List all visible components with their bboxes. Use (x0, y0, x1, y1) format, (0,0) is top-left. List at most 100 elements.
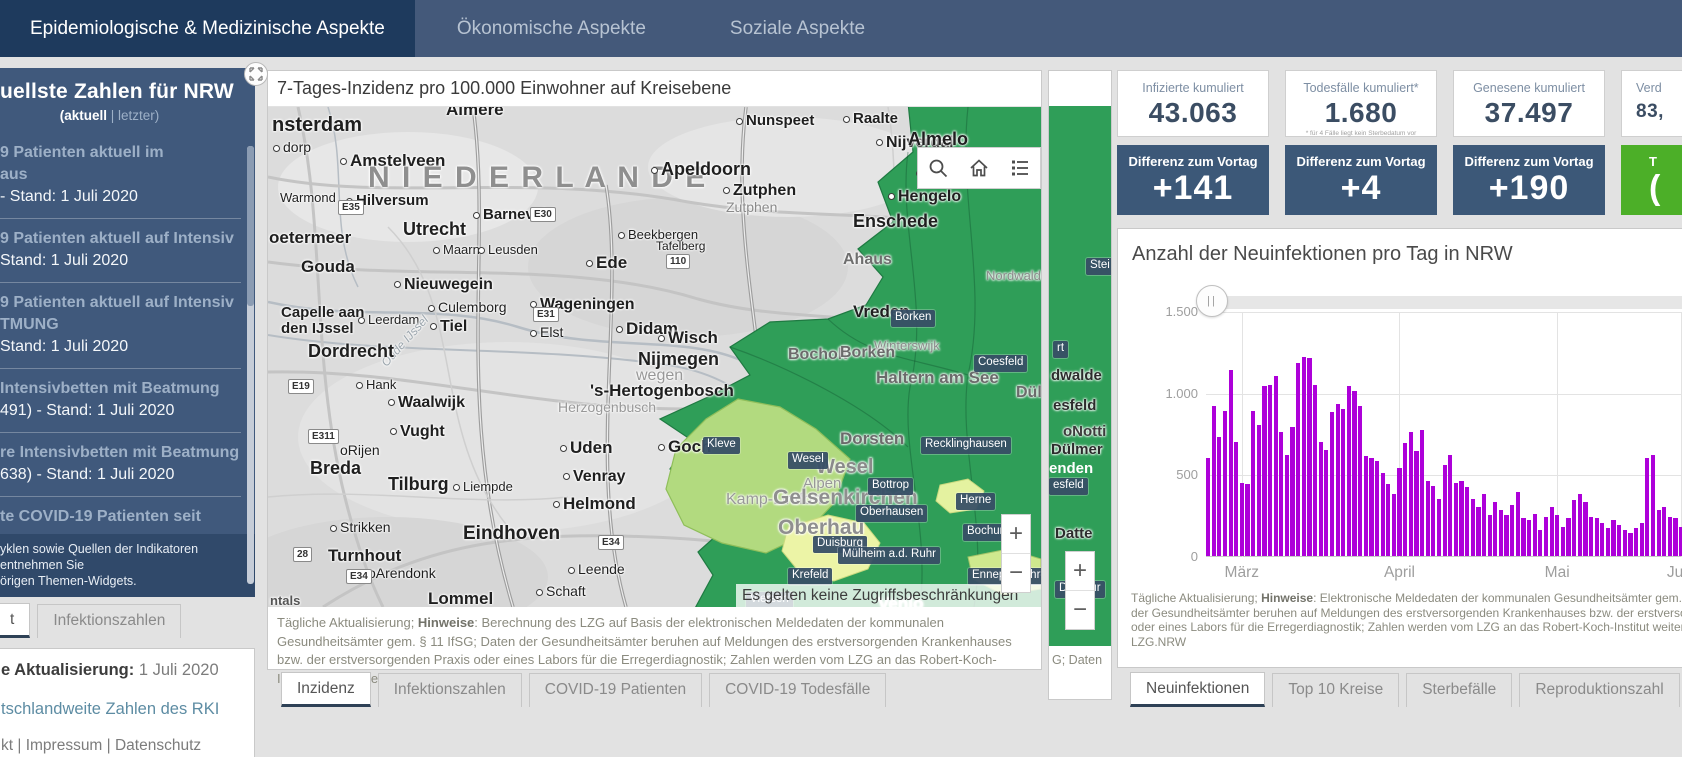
stat-card-label: Infizierte kumuliert (1142, 81, 1244, 95)
map-city-label: den IJssel (281, 320, 354, 337)
chart-bar (1487, 515, 1492, 556)
secondary-zoom-out-button[interactable]: − (1072, 596, 1087, 623)
map-city-marker (330, 524, 337, 532)
sidebar-tab-t[interactable]: t (0, 603, 31, 638)
map-city-label: Liempde (453, 480, 513, 493)
map-city-label: Bocholt (788, 346, 848, 363)
chart-footnote-line: der Gesundheitsämter beruhen auf Meldung… (1131, 605, 1682, 620)
map-city-marker (560, 445, 567, 453)
diff-card-value: +4 (1340, 169, 1382, 207)
chart-bar (1346, 386, 1351, 556)
map-city-label: Zutphen (726, 199, 778, 215)
map-city-label: oArendonk (368, 565, 436, 581)
chart-bar (1521, 518, 1526, 556)
sidebar-subtitle-aktuell[interactable]: (aktuell (59, 108, 107, 123)
sidebar-tab-infektionszahlen[interactable]: Infektionszahlen (37, 604, 182, 638)
chart-bar (1527, 520, 1532, 556)
map-tab-inzidenz[interactable]: Inzidenz (281, 672, 371, 707)
map-city-label: Herzogenbusch (558, 399, 657, 415)
map-city-label: wegen (636, 367, 684, 384)
secondary-map-footnote-fragment: G; Daten (1052, 653, 1103, 667)
chart-bar (1667, 516, 1672, 556)
sidebar-scrollbar-thumb[interactable] (247, 146, 254, 306)
chart-tab-neuinfektionen[interactable]: Neuinfektionen (1130, 672, 1266, 707)
map-city-label: dorp (273, 140, 311, 154)
chart-bar (1222, 410, 1228, 556)
diff-card-label: Differenz zum Vortag (1128, 154, 1258, 169)
chart-tab-top-10-kreise[interactable]: Top 10 Kreise (1272, 673, 1400, 707)
nav-tab-1[interactable]: Ökonomische Aspekte (456, 17, 646, 39)
chart-range-slider-track[interactable] (1206, 296, 1682, 309)
zoom-out-button[interactable]: − (1008, 559, 1023, 586)
rki-link[interactable]: tschlandweite Zahlen des RKI (1, 700, 220, 718)
chart-bar (1307, 358, 1312, 556)
metric-label-line: 9 Patienten aktuell auf Intensiv (0, 294, 234, 311)
map-city-label: Oberhau (778, 516, 865, 539)
chart-footnote-line: LZG.NRW (1131, 634, 1187, 649)
last-update-label: e Aktualisierung: (1, 661, 135, 679)
map-city-label: Wesel (816, 456, 874, 478)
chart-bar (1673, 518, 1678, 556)
y-tick-label: 1.000 (1165, 385, 1198, 401)
diff-card-value: +190 (1488, 169, 1570, 207)
zoom-in-button[interactable]: + (1002, 515, 1030, 554)
map-toolbar (917, 147, 1041, 189)
map-city-marker (563, 473, 570, 481)
chart-bar (1239, 482, 1244, 556)
new-infections-chart-panel: Anzahl der Neuinfektionen pro Tag in NRW… (1117, 228, 1682, 668)
search-icon[interactable] (928, 158, 948, 178)
expand-widget-icon[interactable] (244, 62, 268, 86)
chart-bar (1588, 516, 1594, 556)
chart-bar (1296, 363, 1301, 556)
legend-list-icon[interactable] (1010, 158, 1030, 178)
map-city-label: Culemborg (428, 300, 506, 314)
last-update-value: 1 Juli 2020 (134, 661, 219, 679)
secondary-zoom-in-button[interactable]: + (1066, 552, 1094, 591)
metric-value-line: 638) - Stand: 1 Juli 2020 (0, 466, 175, 483)
legal-links[interactable]: kt | Impressum | Datenschutz (1, 737, 202, 754)
chart-range-slider-handle[interactable]: || (1196, 285, 1228, 317)
chart-bar (1324, 449, 1329, 556)
x-tick-label: Mai (1544, 564, 1570, 581)
map-district-label: esfeld (1049, 478, 1088, 495)
secondary-map-canvas[interactable]: Stei rt dwalde esfeld oNotti Dülmer enden esfel… (1049, 106, 1111, 646)
nav-tab-2[interactable]: Soziale Aspekte (729, 17, 866, 39)
chart-bar (1262, 386, 1267, 556)
chart-bar (1583, 502, 1588, 556)
chart-tab-reproduktionszahl[interactable]: Reproduktionszahl (1519, 673, 1680, 707)
chart-bar (1622, 529, 1627, 556)
map-city-label: Elst (530, 325, 563, 339)
map-city-label: Hengelo (888, 189, 961, 205)
sidebar-subtitle: (aktuell | letzter) (0, 106, 255, 133)
nav-tab-0[interactable]: Epidemiologische & Medizinische Aspekte (0, 0, 415, 57)
sidebar-scrollbar[interactable] (247, 146, 254, 584)
secondary-zoom-control: + − (1065, 551, 1095, 630)
chart-bar (1352, 391, 1357, 556)
map-city-label: Vught (390, 424, 445, 440)
home-icon[interactable] (969, 158, 989, 178)
map-city-label: Dülme (1016, 384, 1041, 401)
map-city-label: Tilburg (388, 474, 449, 494)
sidebar-tab-bar: t Infektionszahlen (0, 603, 188, 638)
metric-label-line: aus (0, 166, 28, 183)
sidebar-footer-line: yklen sowie Quellen der Indikatoren entn… (0, 542, 199, 572)
map-canvas[interactable]: nsterdam Almere dorp Amstelveen Warmond N I E… (268, 107, 1041, 607)
map-tab-infektionszahlen[interactable]: Infektionszahlen (377, 673, 522, 707)
map-city-marker (433, 247, 440, 255)
chart-tab-sterbef-lle[interactable]: Sterbefälle (1406, 673, 1513, 707)
sidebar-subtitle-letzter[interactable]: | letzter) (106, 108, 160, 123)
map-city-label: Eindhoven (463, 523, 561, 544)
map-tab-covid-19-todesf-lle[interactable]: COVID-19 Todesfälle (709, 673, 887, 707)
map-tab-covid-19-patienten[interactable]: COVID-19 Patienten (528, 673, 703, 707)
chart-bar (1510, 505, 1515, 556)
map-city-label: Enschede (853, 211, 939, 231)
map-city-label: Ede (586, 254, 627, 271)
chart-bar (1679, 526, 1682, 556)
month-gridline (1399, 312, 1401, 557)
chart-bar (1245, 484, 1250, 556)
map-city-marker (553, 501, 560, 509)
diff-card-1: Differenz zum Vortag +4 (1285, 145, 1437, 215)
top-nav: Epidemiologische & Medizinische Aspekte Ö… (0, 0, 1682, 57)
chart-bar (1442, 464, 1447, 556)
